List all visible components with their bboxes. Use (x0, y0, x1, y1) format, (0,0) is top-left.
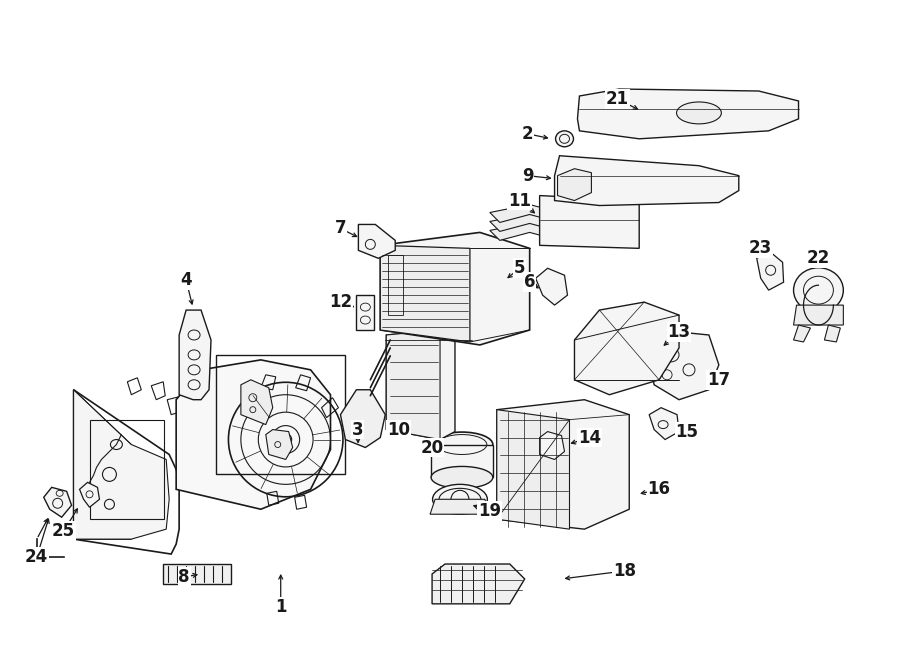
Text: 19: 19 (478, 502, 501, 520)
Text: 23: 23 (749, 239, 772, 257)
Polygon shape (574, 302, 679, 395)
Text: 13: 13 (668, 323, 690, 341)
Text: 13: 13 (668, 323, 690, 341)
Text: 4: 4 (180, 271, 192, 290)
Text: 11: 11 (508, 192, 531, 210)
Text: 1: 1 (275, 598, 286, 616)
Text: 17: 17 (707, 371, 731, 389)
Polygon shape (163, 564, 231, 584)
Text: 1: 1 (275, 598, 286, 616)
Polygon shape (431, 444, 493, 477)
Polygon shape (381, 233, 530, 345)
Text: 3: 3 (352, 420, 364, 439)
Polygon shape (824, 325, 841, 342)
Text: 8: 8 (178, 568, 190, 586)
Polygon shape (241, 380, 273, 424)
Text: 25: 25 (52, 522, 76, 540)
Text: 15: 15 (676, 422, 698, 441)
Polygon shape (497, 410, 570, 529)
Text: 16: 16 (648, 481, 670, 498)
Text: 8: 8 (178, 568, 190, 586)
Polygon shape (757, 253, 784, 290)
Polygon shape (381, 245, 470, 342)
Ellipse shape (431, 467, 493, 488)
Text: 5: 5 (514, 259, 526, 277)
Text: 14: 14 (578, 428, 601, 447)
Polygon shape (557, 169, 591, 200)
Polygon shape (432, 564, 525, 604)
Polygon shape (358, 225, 395, 258)
Text: 24: 24 (25, 548, 49, 566)
Text: 9: 9 (522, 167, 534, 184)
Polygon shape (649, 408, 679, 440)
Bar (216, 355, 346, 475)
Text: 4: 4 (180, 271, 192, 290)
Text: 15: 15 (676, 422, 698, 441)
Text: 2: 2 (522, 125, 534, 143)
Text: 23: 23 (749, 239, 772, 257)
Text: 14: 14 (578, 428, 601, 447)
Polygon shape (430, 499, 490, 514)
Text: 12: 12 (328, 293, 352, 311)
Polygon shape (536, 268, 568, 305)
Polygon shape (540, 432, 564, 459)
Text: 3: 3 (352, 420, 364, 439)
Polygon shape (490, 223, 560, 241)
Text: 18: 18 (613, 562, 635, 580)
Text: 25: 25 (52, 522, 76, 540)
Text: 16: 16 (648, 481, 670, 498)
Polygon shape (386, 330, 455, 440)
Text: 18: 18 (613, 562, 635, 580)
Text: 7: 7 (335, 219, 346, 237)
Polygon shape (554, 156, 739, 206)
Text: 20: 20 (420, 438, 444, 457)
Text: 17: 17 (707, 371, 731, 389)
Text: 10: 10 (387, 420, 410, 439)
Polygon shape (644, 330, 719, 400)
Ellipse shape (794, 268, 843, 313)
Polygon shape (74, 390, 169, 539)
Polygon shape (497, 400, 629, 529)
Ellipse shape (677, 102, 722, 124)
Polygon shape (176, 360, 330, 509)
Ellipse shape (433, 485, 487, 514)
Text: 20: 20 (420, 438, 444, 457)
Text: 19: 19 (478, 502, 501, 520)
Polygon shape (490, 204, 560, 223)
Polygon shape (266, 430, 292, 459)
Polygon shape (340, 390, 385, 447)
Text: 22: 22 (806, 249, 830, 267)
Text: 7: 7 (335, 219, 346, 237)
Text: 10: 10 (387, 420, 410, 439)
Bar (356, 295, 374, 330)
Polygon shape (44, 487, 72, 517)
Polygon shape (540, 196, 639, 249)
Text: 22: 22 (806, 249, 830, 267)
Text: 2: 2 (522, 125, 534, 143)
Ellipse shape (431, 432, 493, 457)
Text: 11: 11 (508, 192, 531, 210)
Text: 12: 12 (328, 293, 352, 311)
Text: 24: 24 (25, 548, 49, 566)
Polygon shape (386, 330, 440, 440)
Polygon shape (794, 325, 811, 342)
Ellipse shape (555, 131, 573, 147)
Text: 21: 21 (606, 90, 629, 108)
Polygon shape (79, 483, 100, 507)
Bar (89, 420, 164, 519)
Polygon shape (490, 214, 560, 231)
Polygon shape (578, 89, 798, 139)
Text: 6: 6 (524, 273, 536, 292)
Text: 21: 21 (606, 90, 629, 108)
Bar (388, 255, 403, 315)
Text: 5: 5 (514, 259, 526, 277)
Text: 9: 9 (522, 167, 534, 184)
Polygon shape (794, 305, 843, 325)
Polygon shape (179, 310, 211, 400)
Text: 6: 6 (524, 273, 536, 292)
